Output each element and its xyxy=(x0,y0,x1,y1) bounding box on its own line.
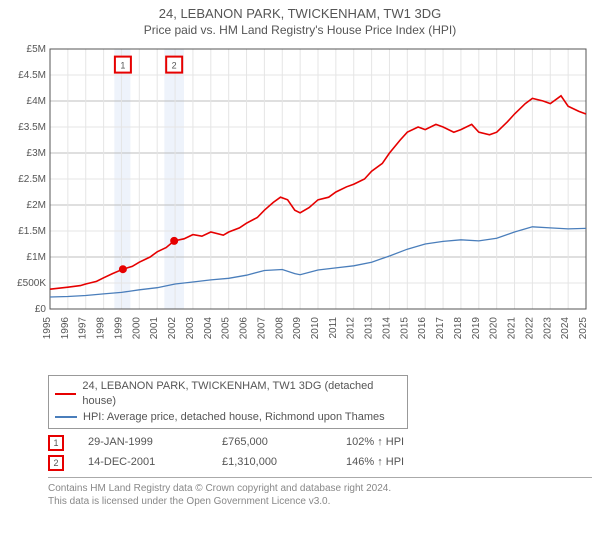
y-axis-label: £1M xyxy=(27,252,46,263)
x-axis-label: 2016 xyxy=(417,316,428,339)
footer-line: This data is licensed under the Open Gov… xyxy=(48,495,592,508)
x-axis-label: 2004 xyxy=(203,316,214,339)
x-axis-label: 1995 xyxy=(42,316,53,339)
transaction-price: £1,310,000 xyxy=(222,453,322,473)
x-axis-label: 1996 xyxy=(60,316,71,339)
y-axis-label: £1.5M xyxy=(18,226,46,237)
marker-label: 1 xyxy=(120,60,125,70)
x-axis-label: 2009 xyxy=(292,316,303,339)
transaction-marker: 1 xyxy=(48,435,64,451)
transaction-pct: 146% ↑ HPI xyxy=(346,453,456,473)
x-axis-label: 2008 xyxy=(274,316,285,339)
x-axis-label: 2007 xyxy=(256,316,267,339)
x-axis-label: 2024 xyxy=(560,316,571,339)
y-axis-label: £3M xyxy=(27,148,46,159)
marker-label: 2 xyxy=(172,60,177,70)
x-axis-label: 2011 xyxy=(328,316,339,338)
chart-container: 24, LEBANON PARK, TWICKENHAM, TW1 3DG Pr… xyxy=(0,0,600,512)
legend-item: 24, LEBANON PARK, TWICKENHAM, TW1 3DG (d… xyxy=(55,379,401,410)
legend-swatch xyxy=(55,393,76,395)
x-axis-label: 2010 xyxy=(310,316,321,339)
legend-label: HPI: Average price, detached house, Rich… xyxy=(83,410,385,425)
x-axis-label: 1998 xyxy=(96,316,107,339)
transaction-price: £765,000 xyxy=(222,433,322,453)
x-axis-label: 2019 xyxy=(471,316,482,339)
x-axis-label: 2023 xyxy=(542,316,553,339)
x-axis-label: 1999 xyxy=(113,316,124,339)
x-axis-label: 2003 xyxy=(185,316,196,339)
x-axis-label: 2000 xyxy=(131,316,142,339)
y-axis-label: £0 xyxy=(35,304,47,315)
y-axis-label: £3.5M xyxy=(18,122,46,133)
x-axis-label: 2012 xyxy=(346,316,357,339)
transaction-pct: 102% ↑ HPI xyxy=(346,433,456,453)
x-axis-label: 2020 xyxy=(489,316,500,339)
transaction-date: 29-JAN-1999 xyxy=(88,433,198,453)
x-axis-label: 2014 xyxy=(381,316,392,339)
legend-label: 24, LEBANON PARK, TWICKENHAM, TW1 3DG (d… xyxy=(82,379,401,410)
chart-area: £0 £500K £1M £1.5M £2M £2.5M £3M £3.5M £4M £4.5M £… xyxy=(8,41,592,371)
x-axis-label: 2013 xyxy=(364,316,375,339)
chart-svg: £0 £500K £1M £1.5M £2M £2.5M £3M £3.5M £4M £4.5M £… xyxy=(8,41,592,371)
x-axis-label: 2005 xyxy=(221,316,232,339)
transaction-row: 1 29-JAN-1999 £765,000 102% ↑ HPI xyxy=(48,433,592,453)
x-axis-label: 2001 xyxy=(149,316,160,339)
marker-point xyxy=(119,265,127,273)
x-axis-label: 2002 xyxy=(167,316,178,339)
x-axis-label: 2015 xyxy=(399,316,410,339)
legend-item: HPI: Average price, detached house, Rich… xyxy=(55,410,401,425)
y-axis-label: £4.5M xyxy=(18,70,46,81)
y-axis-label: £2.5M xyxy=(18,174,46,185)
x-axis-label: 2006 xyxy=(239,316,250,339)
transaction-row: 2 14-DEC-2001 £1,310,000 146% ↑ HPI xyxy=(48,453,592,473)
y-axis-label: £5M xyxy=(27,44,46,55)
x-axis-label: 2025 xyxy=(578,316,589,339)
footer-line: Contains HM Land Registry data © Crown c… xyxy=(48,482,592,495)
y-axis-label: £4M xyxy=(27,96,46,107)
page-title: 24, LEBANON PARK, TWICKENHAM, TW1 3DG xyxy=(8,6,592,23)
page-subtitle: Price paid vs. HM Land Registry's House … xyxy=(8,23,592,37)
x-axis-label: 2021 xyxy=(507,316,518,339)
marker-point xyxy=(170,237,178,245)
transaction-marker: 2 xyxy=(48,455,64,471)
x-axis-label: 2018 xyxy=(453,316,464,339)
transactions-table: 1 29-JAN-1999 £765,000 102% ↑ HPI 2 14-DEC-20… xyxy=(48,433,592,473)
transaction-date: 14-DEC-2001 xyxy=(88,453,198,473)
legend: 24, LEBANON PARK, TWICKENHAM, TW1 3DG (d… xyxy=(48,375,408,429)
footer: Contains HM Land Registry data © Crown c… xyxy=(48,477,592,508)
x-axis-label: 1997 xyxy=(78,316,89,339)
legend-swatch xyxy=(55,416,77,418)
y-axis-label: £500K xyxy=(17,278,46,289)
x-axis-label: 2017 xyxy=(435,316,446,339)
x-axis-label: 2022 xyxy=(524,316,535,339)
y-axis-label: £2M xyxy=(27,200,46,211)
